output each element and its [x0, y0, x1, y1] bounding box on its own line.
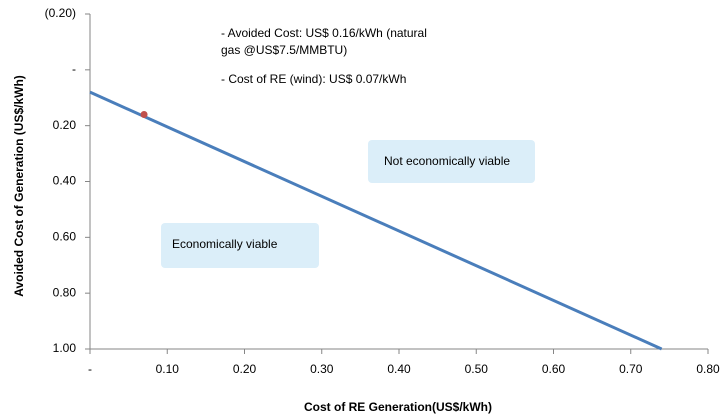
- x-tick-label: 0.60: [542, 362, 566, 376]
- x-tick-label: 0.10: [156, 362, 180, 376]
- x-tick-label: 0.80: [696, 362, 720, 376]
- y-tick-label: -: [72, 62, 76, 76]
- x-axis-label: Cost of RE Generation(US$/kWh): [304, 400, 492, 414]
- y-tick-label: 0.20: [53, 118, 77, 132]
- region-box: [161, 223, 319, 268]
- x-tick-label: 0.30: [310, 362, 334, 376]
- y-tick-label: 0.80: [53, 285, 77, 299]
- x-tick-label: 0.20: [233, 362, 257, 376]
- annotation: - Avoided Cost: US$ 0.16/kWh (natural: [221, 26, 427, 40]
- y-tick-label: 0.40: [53, 174, 77, 188]
- region-box: [368, 140, 535, 183]
- y-axis-label: Avoided Cost of Generation (US$/kWh): [12, 75, 26, 297]
- region-label: Not economically viable: [384, 154, 510, 168]
- region-label: Economically viable: [172, 237, 278, 251]
- y-tick-label: 0.60: [53, 230, 77, 244]
- annotation: - Cost of RE (wind): US$ 0.07/kWh: [221, 72, 406, 86]
- annotation: gas @US$7.5/MMBTU): [221, 43, 347, 57]
- x-tick-label: 0.70: [619, 362, 643, 376]
- data-point: [140, 111, 148, 118]
- y-tick-label: (0.20): [45, 6, 76, 20]
- x-tick-label: 0.50: [465, 362, 489, 376]
- x-tick-label: -: [88, 362, 92, 376]
- x-tick-label: 0.40: [387, 362, 411, 376]
- y-tick-label: 1.00: [53, 341, 77, 355]
- line: [89, 90, 663, 351]
